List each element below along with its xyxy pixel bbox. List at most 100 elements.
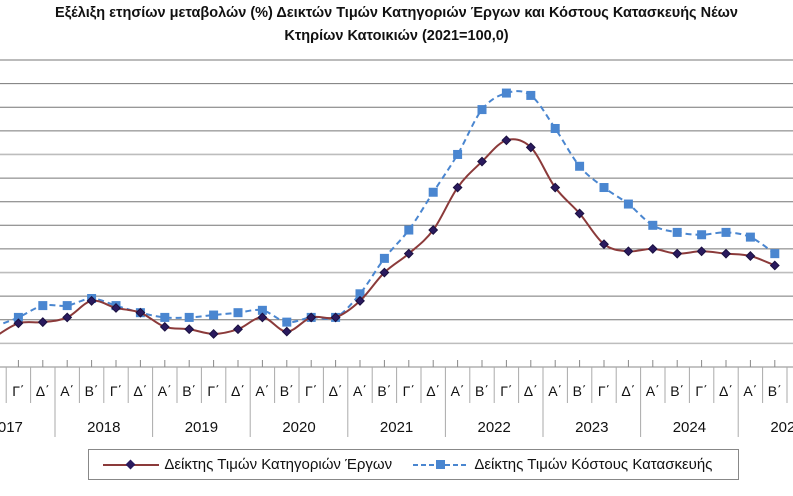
- x-tick-label: Α΄: [743, 383, 757, 399]
- x-tick-label: Γ΄: [12, 383, 24, 399]
- legend-label-cost: Δείκτης Τιμών Κόστους Κατασκευής: [474, 456, 713, 473]
- x-tick-label: Β΄: [0, 383, 1, 399]
- legend-item-cost: Δείκτης Τιμών Κόστους Κατασκευής: [411, 456, 712, 473]
- x-tick-label: Α΄: [255, 383, 269, 399]
- x-tick-label: Γ΄: [500, 383, 512, 399]
- x-year-label: 2023: [575, 419, 608, 436]
- x-year-label: 2018: [87, 419, 120, 436]
- data-point-works: [428, 225, 439, 235]
- data-point-cost: [13, 312, 23, 322]
- x-tick-label: Γ΄: [305, 383, 317, 399]
- data-point-works: [62, 312, 73, 323]
- x-tick-label: Α΄: [353, 383, 367, 399]
- data-point-works: [330, 312, 341, 323]
- data-point-cost: [477, 105, 487, 115]
- data-point-works: [281, 326, 292, 337]
- x-tick-label: Β΄: [182, 383, 196, 399]
- x-tick-label: Α΄: [451, 383, 465, 399]
- x-tick-label: Α΄: [60, 383, 74, 399]
- x-tick-label: Δ΄: [719, 383, 733, 399]
- data-point-cost: [770, 249, 780, 259]
- chart-title-line2: Κτηρίων Κατοικιών (2021=100,0): [284, 28, 509, 44]
- x-year-label: 2019: [185, 419, 218, 436]
- legend-label-works: Δείκτης Τιμών Κατηγοριών Έργων: [164, 456, 393, 473]
- x-tick-label: Β΄: [377, 383, 391, 399]
- data-point-works: [135, 307, 146, 318]
- x-tick-label: Δ΄: [133, 383, 147, 399]
- data-point-works: [111, 303, 121, 313]
- data-point-works: [769, 260, 780, 271]
- x-tick-label: Γ΄: [110, 383, 122, 399]
- data-point-works: [159, 321, 170, 332]
- data-point-works: [379, 267, 390, 278]
- data-point-cost: [526, 90, 536, 100]
- x-year-label: 2025: [770, 419, 793, 436]
- data-point-cost: [672, 227, 682, 237]
- x-tick-label: Β΄: [85, 383, 99, 399]
- data-point-works: [184, 324, 195, 335]
- data-point-cost: [599, 183, 609, 193]
- x-tick-label: Δ΄: [329, 383, 343, 399]
- data-point-cost: [379, 253, 389, 263]
- x-year-label: 2021: [380, 419, 413, 436]
- legend-marker-cost: [413, 460, 469, 470]
- x-year-label: 2022: [478, 419, 511, 436]
- x-tick-label: Α΄: [548, 383, 562, 399]
- data-point-works: [208, 328, 219, 339]
- data-point-cost: [355, 289, 365, 299]
- data-point-cost: [62, 301, 72, 311]
- data-point-cost: [184, 312, 194, 322]
- x-tick-label: Δ΄: [621, 383, 635, 399]
- x-tick-label: Β΄: [475, 383, 489, 399]
- legend-marker-works: [103, 459, 159, 470]
- data-point-cost: [233, 308, 243, 318]
- data-point-works: [745, 251, 756, 261]
- x-tick-label: Δ΄: [36, 383, 50, 399]
- x-tick-label: Α΄: [646, 383, 660, 399]
- data-point-works: [452, 182, 463, 193]
- data-point-works: [599, 239, 609, 250]
- data-point-works: [672, 248, 683, 259]
- x-year-label: 2024: [673, 419, 706, 436]
- x-tick-label: Β΄: [573, 383, 587, 399]
- x-tick-label: Δ΄: [524, 383, 538, 399]
- data-point-cost: [38, 301, 48, 311]
- data-point-cost: [501, 88, 511, 98]
- x-tick-label: Β΄: [280, 383, 294, 399]
- data-point-works: [257, 312, 268, 323]
- legend-item-works: Δείκτης Τιμών Κατηγοριών Έργων: [101, 456, 392, 473]
- data-point-works: [623, 246, 634, 257]
- data-point-cost: [282, 317, 292, 327]
- data-point-cost: [404, 225, 414, 235]
- legend: Δείκτης Τιμών Κατηγοριών Έργων Δείκτης Τ…: [88, 449, 739, 480]
- x-tick-label: Δ΄: [231, 383, 245, 399]
- data-point-works: [696, 246, 707, 257]
- data-point-works: [647, 243, 658, 254]
- data-point-cost: [160, 312, 170, 322]
- data-point-cost: [453, 149, 463, 159]
- data-point-cost: [257, 305, 267, 315]
- data-point-works: [86, 295, 97, 306]
- data-point-works: [477, 156, 487, 167]
- x-tick-label: Β΄: [670, 383, 684, 399]
- data-point-cost: [697, 230, 707, 240]
- x-tick-label: Β΄: [768, 383, 782, 399]
- data-point-works: [37, 317, 48, 328]
- data-point-cost: [209, 310, 219, 320]
- data-point-cost: [550, 123, 560, 133]
- chart-title-line1: Εξέλιξη ετησίων μεταβολών (%) Δεικτών Τι…: [55, 5, 738, 21]
- x-tick-label: Γ΄: [403, 383, 415, 399]
- data-point-works: [233, 324, 243, 335]
- data-point-works: [721, 248, 731, 259]
- x-tick-label: Γ΄: [207, 383, 219, 399]
- x-year-label: 2017: [0, 419, 23, 436]
- x-tick-label: Γ΄: [695, 383, 707, 399]
- x-tick-label: Γ΄: [598, 383, 610, 399]
- data-point-works: [525, 142, 536, 153]
- data-point-works: [355, 295, 365, 306]
- data-point-cost: [721, 227, 731, 237]
- data-point-cost: [623, 199, 633, 209]
- x-tick-label: Α΄: [158, 383, 172, 399]
- series-line-cost: [0, 90, 776, 326]
- data-point-cost: [575, 161, 585, 171]
